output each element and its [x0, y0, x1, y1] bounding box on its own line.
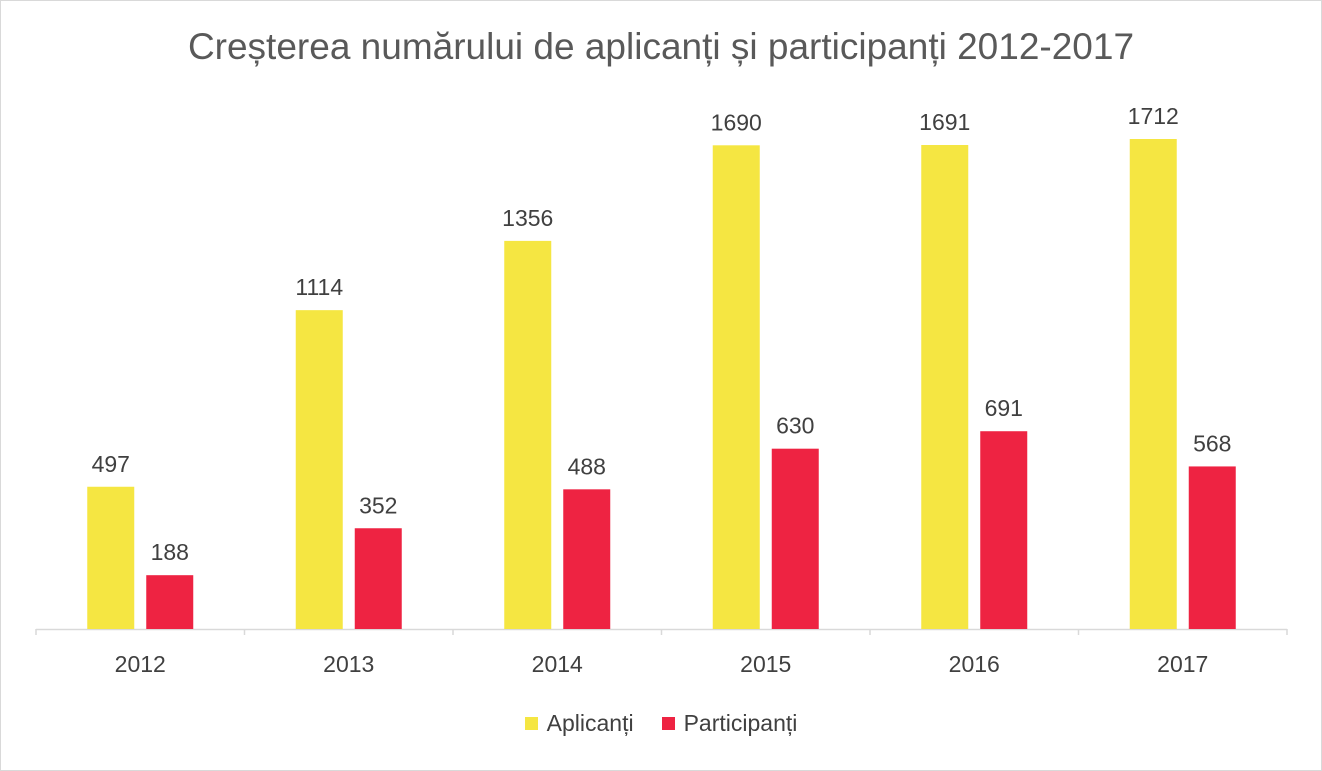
bar-participani-2016 [980, 431, 1028, 629]
data-label: 497 [92, 451, 130, 477]
data-label: 568 [1193, 430, 1231, 456]
legend-label: Aplicanți [546, 710, 634, 736]
bar-participani-2013 [354, 528, 402, 629]
legend-swatch [524, 717, 538, 730]
data-label: 352 [359, 492, 397, 518]
chart-legend: Aplicanți Participanți [0, 710, 1322, 737]
data-label: 188 [151, 539, 189, 565]
x-tick-label: 2017 [1157, 651, 1208, 677]
x-tick-label: 2015 [740, 651, 791, 677]
legend-entry: Aplicanți [524, 710, 634, 737]
data-label: 1691 [919, 109, 970, 135]
data-label: 1114 [295, 274, 343, 300]
bar-participani-2012 [146, 575, 194, 629]
legend-swatch [661, 717, 675, 730]
bar-aplicani-2017 [1129, 139, 1177, 629]
chart-title: Creșterea numărului de aplicanți și part… [187, 26, 1135, 67]
bar-aplicani-2013 [295, 310, 343, 629]
legend-entry: Participanți [661, 710, 798, 737]
data-label: 488 [568, 453, 606, 479]
bar-aplicani-2012 [87, 486, 135, 629]
data-label: 630 [776, 413, 814, 439]
bar-aplicani-2016 [921, 145, 969, 630]
legend-label: Participanți [683, 710, 798, 736]
data-label: 691 [985, 395, 1023, 421]
bar-aplicani-2015 [712, 145, 760, 629]
bar-participani-2014 [563, 489, 611, 629]
bar-participani-2017 [1188, 466, 1236, 629]
data-label: 1712 [1128, 103, 1179, 129]
x-tick-label: 2016 [949, 651, 1000, 677]
data-label: 1690 [711, 109, 762, 135]
data-label: 1356 [502, 205, 553, 231]
x-tick-label: 2013 [323, 651, 374, 677]
x-tick-label: 2012 [115, 651, 166, 677]
x-tick-label: 2014 [532, 651, 583, 677]
bar-aplicani-2014 [504, 240, 552, 629]
bar-participani-2015 [771, 448, 819, 629]
